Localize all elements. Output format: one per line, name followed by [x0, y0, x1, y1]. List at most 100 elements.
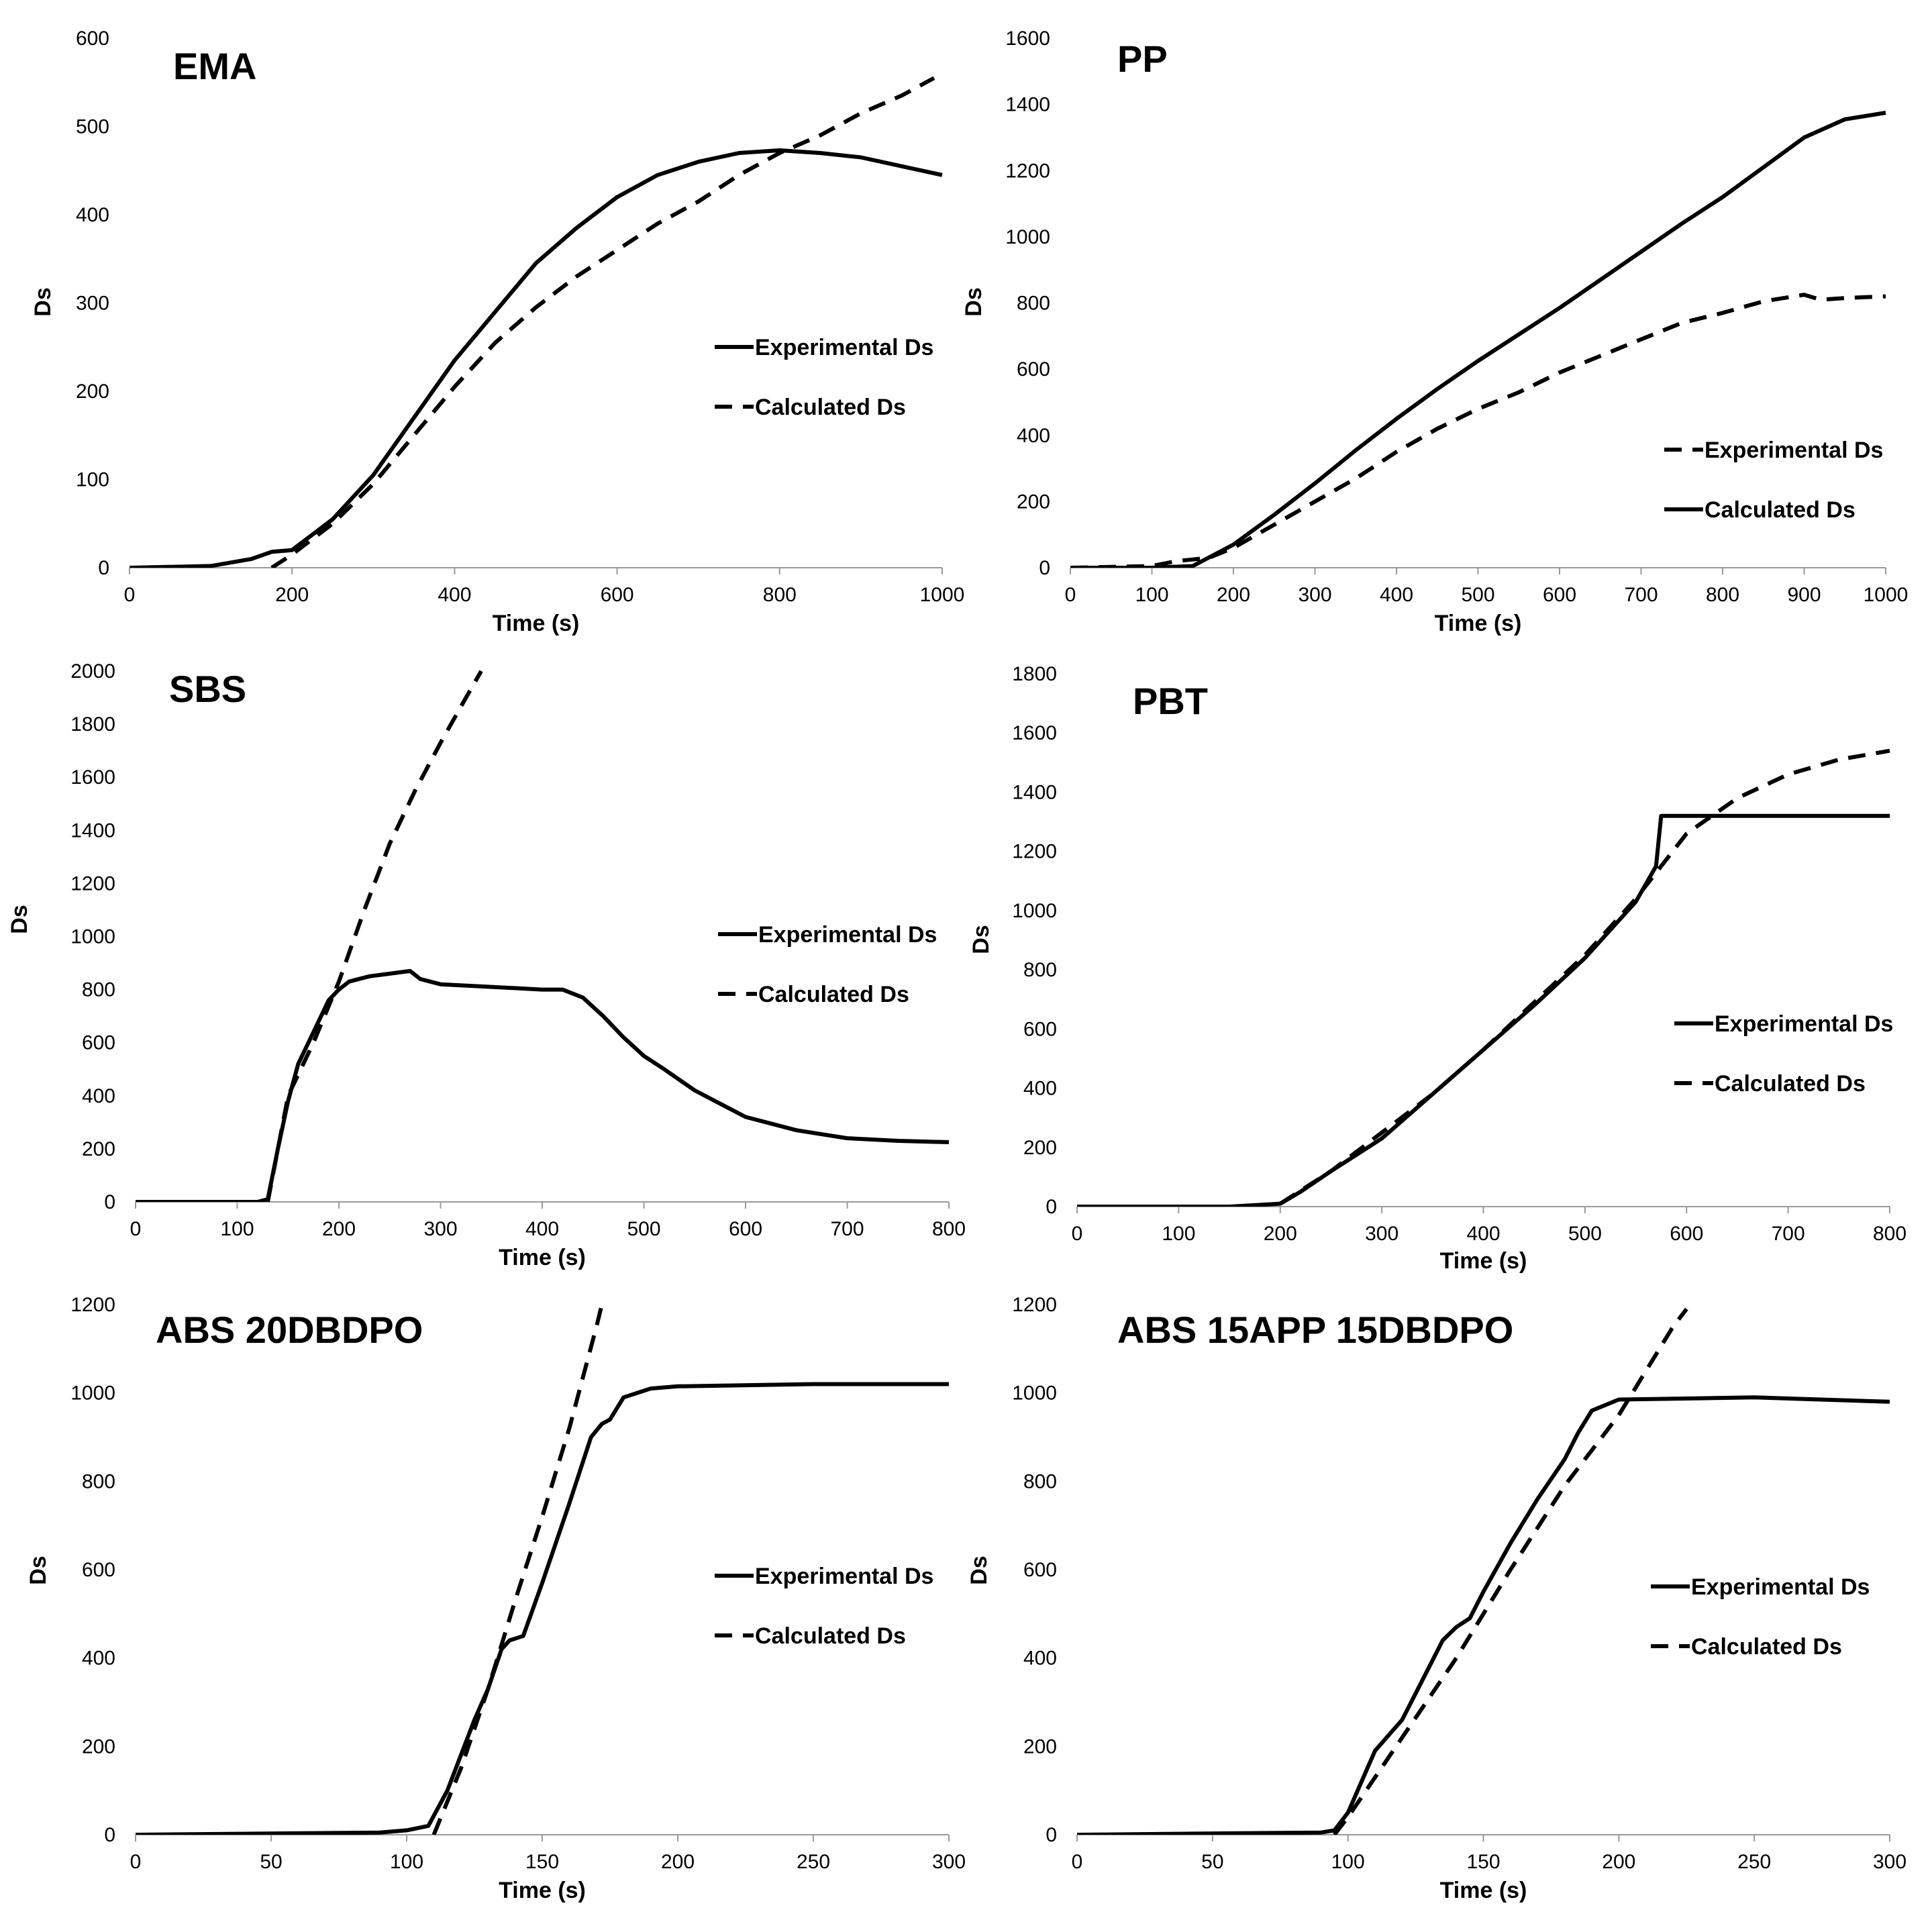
y-tick-label: 0 [1039, 557, 1050, 579]
panel-title: PP [1117, 38, 1168, 80]
y-tick-label: 0 [98, 557, 109, 579]
y-tick-label: 1000 [1012, 1382, 1057, 1405]
legend: Experimental Ds Calculated Ds [715, 1564, 933, 1649]
legend-label: Experimental Ds [1705, 438, 1883, 463]
y-tick-label: 600 [76, 28, 109, 50]
x-tick-label: 300 [932, 1851, 966, 1873]
x-tick-label: 700 [1772, 1223, 1805, 1245]
series-line-calculated-ds [266, 670, 483, 1202]
x-tick-label: 800 [932, 1218, 966, 1240]
y-tick-label: 200 [82, 1735, 115, 1758]
y-tick-label: 1600 [1012, 722, 1057, 744]
y-axis-label: Ds [26, 1556, 51, 1584]
legend: Experimental Ds Calculated Ds [1651, 1574, 1870, 1660]
series-line-calculated-ds [1070, 111, 1886, 568]
y-tick-label: 800 [1017, 293, 1050, 315]
y-tick-label: 1200 [1012, 841, 1057, 863]
y-axis-label: Ds [7, 905, 32, 933]
y-tick-label: 1600 [1005, 28, 1050, 50]
y-tick-label: 200 [82, 1138, 115, 1160]
x-axis-label: Time (s) [1440, 1878, 1527, 1903]
x-tick-label: 1000 [1864, 584, 1909, 606]
legend: Experimental Ds Calculated Ds [1674, 1011, 1893, 1097]
y-tick-label: 800 [1023, 959, 1057, 981]
panel-title: EMA [173, 45, 256, 87]
x-tick-label: 500 [1568, 1223, 1602, 1245]
legend-label: Experimental Ds [1691, 1574, 1870, 1600]
legend-label: Experimental Ds [755, 335, 933, 360]
y-tick-label: 100 [76, 469, 109, 491]
y-tick-label: 800 [82, 979, 115, 1001]
y-tick-label: 600 [1023, 1018, 1057, 1040]
x-tick-label: 150 [1466, 1851, 1500, 1873]
series-line-calculated-ds [270, 76, 935, 568]
y-tick-label: 400 [82, 1085, 115, 1107]
y-tick-label: 500 [76, 116, 109, 138]
x-tick-label: 100 [220, 1218, 254, 1240]
x-tick-label: 0 [130, 1851, 142, 1873]
y-tick-label: 400 [1017, 425, 1050, 447]
legend-label: Calculated Ds [1705, 497, 1855, 523]
x-tick-label: 200 [275, 584, 309, 606]
x-tick-label: 200 [1602, 1851, 1635, 1873]
chart-panel-ema: 0 200 400 600 800 1000 0 100 200 300 400 500 600 Time… [30, 28, 964, 636]
series-line-calculated-ds [431, 1304, 604, 1835]
legend-label: Calculated Ds [755, 395, 906, 420]
chart-panel-abs-20dbdpo: 0 50 100 150 200 250 300 0 200 400 600 800 1000 1200 T… [26, 1294, 966, 1903]
y-tick-label: 200 [1023, 1735, 1057, 1758]
chart-panel-abs-15app-15dbdpo: 0 50 100 150 200 250 300 0 200 400 600 800 1000 1200 T… [966, 1294, 1906, 1903]
y-tick-label: 1400 [1012, 781, 1057, 803]
x-tick-label: 400 [1466, 1223, 1500, 1245]
x-tick-label: 0 [1072, 1851, 1083, 1873]
y-tick-label: 1400 [1005, 94, 1050, 116]
y-tick-label: 1000 [1005, 226, 1050, 248]
x-tick-label: 200 [661, 1851, 695, 1873]
x-tick-label: 250 [797, 1851, 830, 1873]
y-tick-label: 1400 [70, 819, 115, 842]
y-axis-label: Ds [961, 287, 986, 316]
x-tick-label: 100 [1162, 1223, 1195, 1245]
x-tick-label: 0 [1072, 1223, 1083, 1245]
y-tick-label: 1000 [70, 926, 115, 948]
legend-label: Calculated Ds [1715, 1071, 1866, 1097]
series-line-experimental-ds [136, 1382, 949, 1835]
y-tick-label: 0 [104, 1824, 115, 1846]
x-tick-label: 500 [627, 1218, 660, 1240]
x-tick-label: 700 [830, 1218, 864, 1240]
y-tick-label: 1800 [1012, 663, 1057, 685]
series-line-experimental-ds [1077, 1395, 1890, 1835]
y-tick-label: 800 [1023, 1470, 1057, 1492]
x-axis-label: Time (s) [493, 611, 580, 636]
legend-label: Experimental Ds [758, 922, 937, 948]
y-axis-label: Ds [968, 925, 994, 954]
x-axis-label: Time (s) [1435, 611, 1522, 636]
x-tick-label: 800 [1873, 1223, 1906, 1245]
x-tick-label: 250 [1737, 1851, 1771, 1873]
y-tick-label: 800 [82, 1470, 115, 1492]
chart-panel-pp: 0 100 200 300 400 500 600 700 800 900 1000 0 200 400 6… [961, 28, 1908, 636]
y-tick-label: 1200 [1005, 160, 1050, 182]
x-axis-label: Time (s) [499, 1878, 586, 1903]
x-tick-label: 600 [1670, 1223, 1703, 1245]
x-tick-label: 0 [124, 584, 136, 606]
legend-label: Calculated Ds [1691, 1634, 1842, 1660]
x-tick-label: 800 [763, 584, 797, 606]
x-tick-label: 600 [601, 584, 634, 606]
legend: Experimental Ds Calculated Ds [1664, 438, 1883, 523]
x-axis-label: Time (s) [1440, 1248, 1527, 1274]
x-tick-label: 400 [525, 1218, 559, 1240]
legend: Experimental Ds Calculated Ds [715, 335, 933, 420]
x-tick-label: 200 [322, 1218, 356, 1240]
legend-label: Experimental Ds [755, 1564, 933, 1589]
legend-label: Calculated Ds [758, 982, 909, 1007]
x-tick-label: 100 [1331, 1851, 1365, 1873]
y-axis-label: Ds [30, 287, 56, 316]
series-line-experimental-ds [130, 148, 943, 568]
x-tick-label: 0 [130, 1218, 142, 1240]
x-tick-label: 500 [1461, 584, 1494, 606]
y-tick-label: 600 [1023, 1559, 1057, 1581]
y-tick-label: 600 [82, 1032, 115, 1054]
x-tick-label: 900 [1787, 584, 1821, 606]
x-tick-label: 300 [1365, 1223, 1399, 1245]
